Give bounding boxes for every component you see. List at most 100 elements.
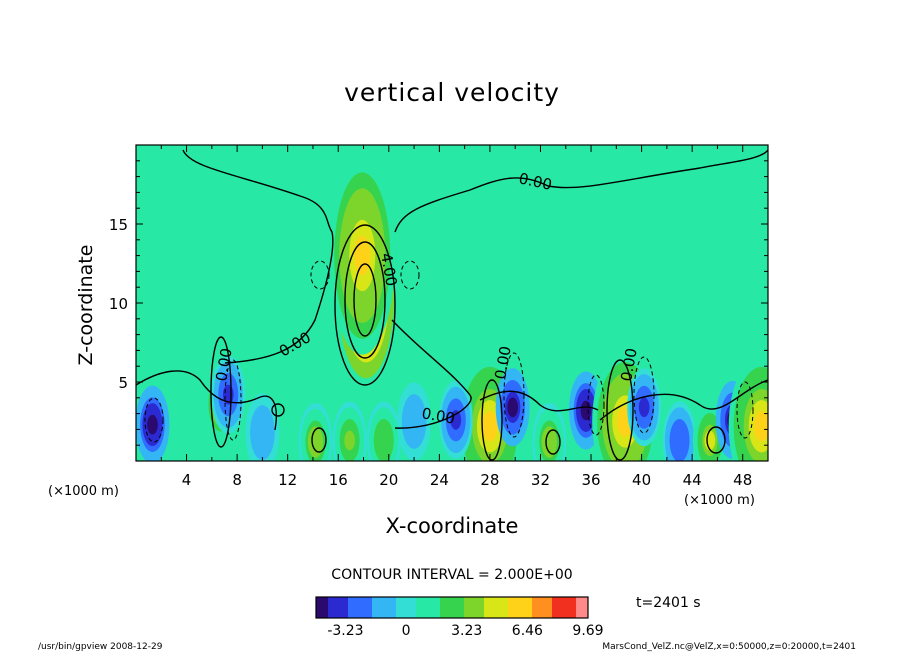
contour-label: 0.00: [212, 347, 236, 383]
colorbar-frame: [315, 596, 589, 619]
value-region-16: [704, 430, 716, 451]
x-tick-label: 20: [379, 471, 398, 489]
colorbar-cell: [480, 597, 485, 618]
value-region-9: [507, 397, 519, 418]
zero-contour-mid: [391, 319, 472, 429]
contour-core-inner: [353, 263, 377, 337]
value-region-12: [580, 400, 592, 421]
colorbar-cell: [452, 597, 457, 618]
colorbar-cell: [540, 597, 545, 618]
colorbar-cell: [328, 597, 333, 618]
footer-left: /usr/bin/gpview 2008-12-29: [38, 642, 163, 652]
colorbar-cell: [492, 597, 497, 618]
value-region-8: [481, 411, 498, 442]
colorbar-cell: [484, 597, 489, 618]
colorbar-cell: [448, 597, 453, 618]
contour-bump-2: [599, 379, 768, 421]
colorbar-tick-label: 9.69: [572, 623, 603, 639]
colorbar-cell: [524, 597, 529, 618]
value-region-18: [753, 411, 768, 442]
x-tick-label: 32: [531, 471, 550, 489]
colorbar-cell: [324, 597, 329, 618]
colorbar-cell: [352, 597, 357, 618]
neg-contour-4: [400, 260, 420, 290]
neg-contour-7: [633, 356, 655, 434]
value-region-14: [638, 397, 650, 418]
contour-label: 0.00: [617, 347, 641, 383]
value-region-6: [344, 430, 355, 451]
value-region-15: [674, 430, 685, 451]
zero-contour-right: [394, 149, 768, 233]
x-tick-label: 8: [232, 471, 242, 489]
colorbar-cell: [532, 597, 537, 618]
neg-contour-2: [224, 359, 242, 441]
contour-core-outer: [334, 224, 396, 386]
colorbar-cell: [564, 597, 569, 618]
neg-contour-3: [310, 260, 330, 290]
colorbar-cell: [400, 597, 405, 618]
colorbar-cell: [432, 597, 437, 618]
x-unit-left: (×1000 m): [48, 484, 119, 499]
colorbar-cell: [344, 597, 349, 618]
value-region-20: [257, 422, 268, 443]
x-tick-label: 36: [581, 471, 600, 489]
colorbar-cell: [552, 597, 557, 618]
colorbar-cell: [548, 597, 553, 618]
colorbar-cell: [568, 597, 573, 618]
colorbar-cell: [556, 597, 561, 618]
colorbar-cell: [488, 597, 493, 618]
colorbar-cell: [424, 597, 429, 618]
colorbar-cell: [340, 597, 345, 618]
colorbar-cell: [356, 597, 361, 618]
contour-interval-label: CONTOUR INTERVAL = 2.000E+00: [331, 567, 573, 583]
contour-left-cell: [210, 336, 232, 448]
time-label: t=2401 s: [636, 595, 701, 611]
contour-label: 0.00: [420, 404, 456, 428]
colorbar-tick-label: 3.23: [451, 623, 482, 639]
colorbar-cell: [364, 597, 369, 618]
colorbar-cell: [396, 597, 401, 618]
contour-right-cell-2: [606, 359, 634, 461]
contour-small-4: [271, 403, 285, 417]
colorbar-cell: [408, 597, 413, 618]
y-axis-title: Z-coordinate: [75, 244, 97, 366]
colorbar-cell: [420, 597, 425, 618]
colorbar-cell: [428, 597, 433, 618]
neg-contour-5: [503, 352, 525, 438]
colorbar-cell: [380, 597, 385, 618]
colorbar-cell: [544, 597, 549, 618]
contour-label: 4.00: [377, 252, 401, 288]
colorbar-cell: [392, 597, 397, 618]
colorbar-cell: [416, 597, 421, 618]
x-tick-label: 12: [278, 471, 297, 489]
x-tick-label: 40: [632, 471, 651, 489]
colorbar-cell: [376, 597, 381, 618]
colorbar-cell: [440, 597, 445, 618]
value-region-1: [354, 235, 371, 276]
colorbar-cell: [336, 597, 341, 618]
value-region-7: [378, 430, 390, 451]
colorbar-cell: [476, 597, 481, 618]
colorbar-cell: [464, 597, 469, 618]
x-tick-label: 48: [733, 471, 752, 489]
colorbar-cell: [320, 597, 325, 618]
colorbar-cell: [512, 597, 517, 618]
colorbar-tick-label: 6.46: [512, 623, 543, 639]
colorbar-cell: [560, 597, 565, 618]
colorbar-cell: [436, 597, 441, 618]
colorbar-cell: [372, 597, 377, 618]
colorbar-cell: [528, 597, 533, 618]
chart-title: vertical velocity: [344, 78, 560, 107]
colorbar-cell: [508, 597, 513, 618]
colorbar-cell: [456, 597, 461, 618]
colorbar-cell: [388, 597, 393, 618]
colorbar-cell: [412, 597, 417, 618]
colorbar-cell: [576, 597, 581, 618]
colorbar-cell: [360, 597, 365, 618]
colorbar-cell: [472, 597, 477, 618]
contour-bump-1: [479, 390, 599, 412]
colorbar-cell: [500, 597, 505, 618]
y-tick-label: 5: [118, 374, 128, 392]
contour-label: 0.00: [491, 345, 515, 381]
